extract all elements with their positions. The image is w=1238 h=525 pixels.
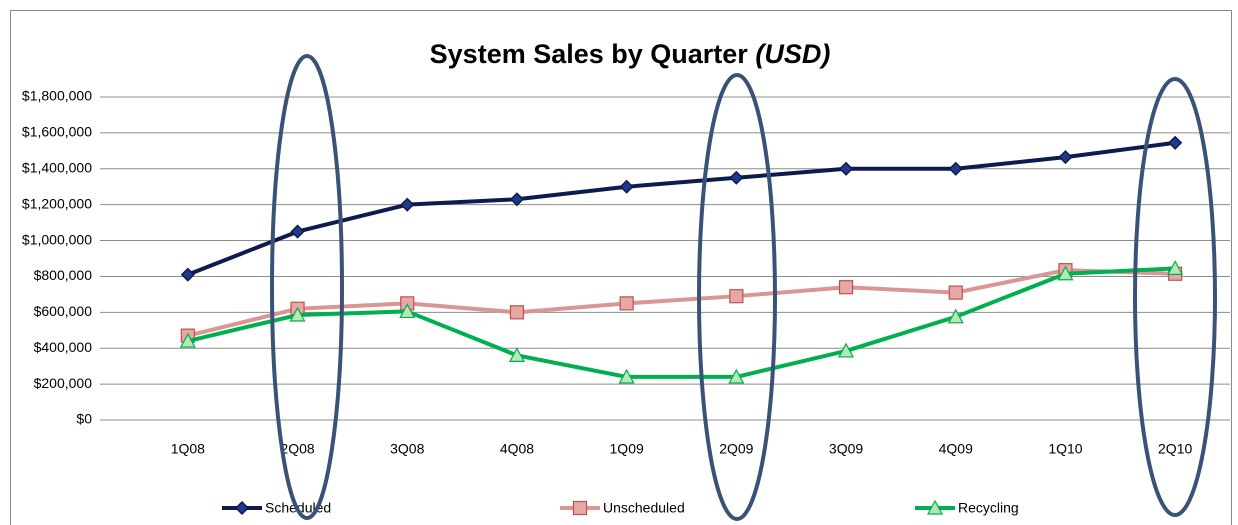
legend-marker (234, 500, 250, 516)
ellipse (270, 54, 344, 520)
y-tick-label: $1,400,000 (22, 159, 92, 175)
y-tick-label: $1,800,000 (22, 88, 92, 104)
marker (179, 332, 196, 348)
ellipse (697, 73, 777, 521)
marker (947, 308, 964, 324)
series-line (187, 140, 1176, 277)
x-tick-label: 4Q08 (500, 441, 534, 457)
marker (838, 161, 854, 176)
marker (508, 347, 525, 362)
marker (619, 296, 634, 311)
y-tick-label: $0 (76, 411, 92, 427)
legend-item: Recycling (915, 500, 1019, 516)
x-tick-label: 3Q09 (829, 441, 863, 457)
marker (399, 303, 416, 319)
marker (838, 280, 854, 295)
marker (1058, 150, 1073, 165)
chart-title: System Sales by Quarter (USD) (430, 39, 831, 69)
marker (619, 179, 634, 194)
marker (400, 197, 415, 212)
y-tick-label: $800,000 (34, 267, 93, 283)
marker (729, 289, 744, 304)
marker (618, 368, 635, 384)
legend-label: Recycling (958, 500, 1019, 516)
legend-label: Unscheduled (603, 500, 685, 516)
y-tick-label: $600,000 (34, 303, 93, 319)
x-tick-label: 3Q08 (390, 441, 424, 457)
y-tick-label: $1,600,000 (22, 124, 92, 140)
marker (729, 170, 744, 185)
x-tick-label: 1Q08 (171, 441, 205, 457)
marker (290, 224, 305, 239)
legend-marker (572, 500, 588, 516)
marker (838, 342, 855, 358)
x-tick-label: 4Q09 (939, 441, 973, 457)
x-tick-label: 2Q10 (1158, 441, 1192, 457)
x-tick-label: 2Q09 (719, 441, 753, 457)
marker (1168, 135, 1183, 150)
marker (728, 368, 745, 384)
marker (1057, 265, 1074, 281)
marker (948, 285, 963, 300)
marker (180, 267, 195, 282)
title-note: (USD) (755, 39, 830, 69)
y-tick-label: $1,200,000 (22, 195, 92, 211)
chart-border (10, 10, 1232, 525)
x-tick-label: 1Q09 (610, 441, 644, 457)
title-main: System Sales by Quarter (430, 39, 749, 69)
annotation-ellipses (270, 54, 1217, 521)
y-tick-label: $400,000 (34, 339, 93, 355)
marker (1167, 260, 1184, 275)
marker (509, 192, 525, 207)
marker (509, 305, 525, 320)
y-tick-label: $200,000 (34, 375, 93, 391)
series-line (187, 268, 1176, 338)
legend-item: Unscheduled (560, 500, 685, 516)
ellipse (1133, 77, 1217, 517)
legend-marker (926, 499, 944, 515)
series-line (187, 266, 1176, 379)
marker (948, 161, 963, 176)
y-tick-label: $1,000,000 (22, 231, 92, 247)
plot: $0 $200,000 $400,000 $600,000 $800,000 $1,000… (22, 88, 1230, 516)
x-tick-label: 1Q10 (1048, 441, 1082, 457)
marker (289, 306, 306, 322)
x-tick-label: 2Q08 (280, 441, 314, 457)
